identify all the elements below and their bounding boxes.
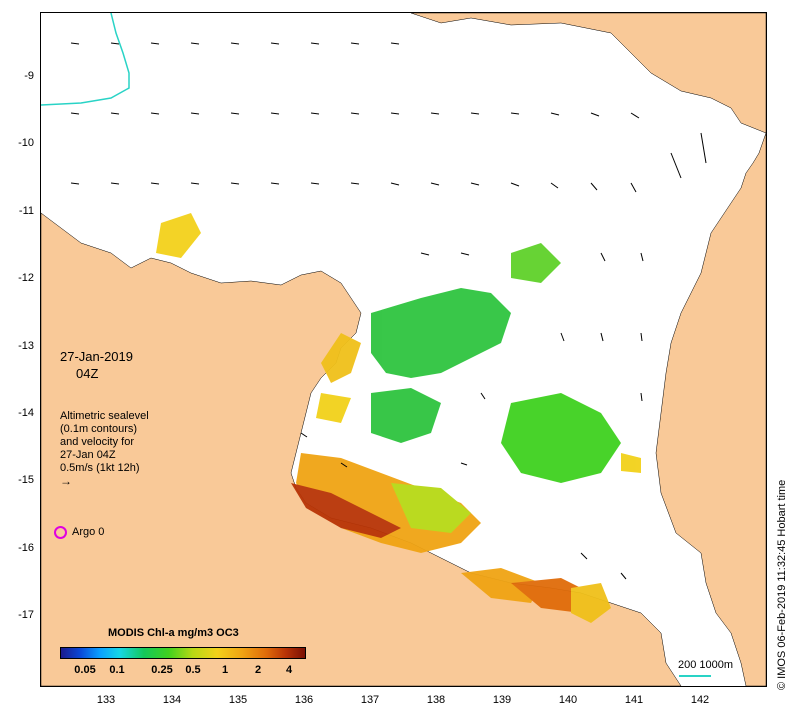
colorbar-tick: 0.05 [74, 664, 96, 676]
date-label: 27-Jan-2019 [60, 349, 133, 364]
legend-line: 27-Jan 04Z [60, 449, 116, 461]
colorbar-tick: 4 [285, 664, 293, 676]
lat-tick-label: -16 [18, 542, 34, 554]
lat-tick-label: -10 [18, 137, 34, 149]
time-label: 04Z [76, 366, 99, 381]
lon-tick-label: 133 [96, 694, 116, 706]
lon-tick-label: 139 [492, 694, 512, 706]
chlorophyll-overlay [156, 213, 641, 623]
map-panel[interactable] [40, 12, 767, 687]
lon-tick-label: 141 [624, 694, 644, 706]
velocity-arrows [70, 42, 707, 580]
argo-label: Argo 0 [72, 526, 105, 538]
land-new-guinea [410, 13, 766, 134]
lat-tick-label: -14 [18, 407, 34, 419]
lon-tick-label: 137 [360, 694, 380, 706]
colorbar-tick: 0.1 [109, 664, 125, 676]
lat-tick-label: -13 [18, 340, 34, 352]
legend-line: (0.1m contours) [60, 423, 138, 435]
lat-tick-label: -11 [18, 205, 34, 217]
scalebar-label: 200 1000m [678, 659, 734, 671]
argo-marker-icon [54, 526, 67, 539]
date-block: 27-Jan-2019 04Z [60, 348, 133, 382]
lon-tick-label: 135 [228, 694, 248, 706]
lat-tick-label: -9 [24, 70, 34, 82]
timestamp: © IMOS 06-Feb-2019 11:32:45 Hobart time [776, 479, 788, 690]
colorbar-tick: 1 [221, 664, 229, 676]
scalebar-line [679, 675, 711, 677]
lat-tick-label: -12 [18, 272, 34, 284]
velocity-legend: Altimetric sealevel (0.1m contours) and … [60, 410, 149, 488]
lon-tick-label: 140 [558, 694, 578, 706]
lat-tick-label: -15 [18, 474, 34, 486]
colorbar-tick: 0.5 [185, 664, 201, 676]
legend-line: 0.5m/s (1kt 12h) [60, 462, 140, 474]
map-canvas [41, 13, 766, 686]
colorbar [60, 647, 306, 659]
legend-line: and velocity for [60, 436, 134, 448]
lat-tick-label: -17 [18, 609, 34, 621]
lon-tick-label: 136 [294, 694, 314, 706]
legend-arrow-icon: → [60, 474, 72, 488]
isobath-contour [41, 13, 130, 106]
colorbar-tick: 0.25 [151, 664, 173, 676]
lon-tick-label: 138 [426, 694, 446, 706]
legend-line: Altimetric sealevel [60, 410, 149, 422]
colorbar-tick: 2 [254, 664, 262, 676]
lon-tick-label: 142 [690, 694, 710, 706]
lon-tick-label: 134 [162, 694, 182, 706]
colorbar-title: MODIS Chl-a mg/m3 OC3 [108, 627, 239, 639]
land-cape-york [655, 132, 766, 686]
